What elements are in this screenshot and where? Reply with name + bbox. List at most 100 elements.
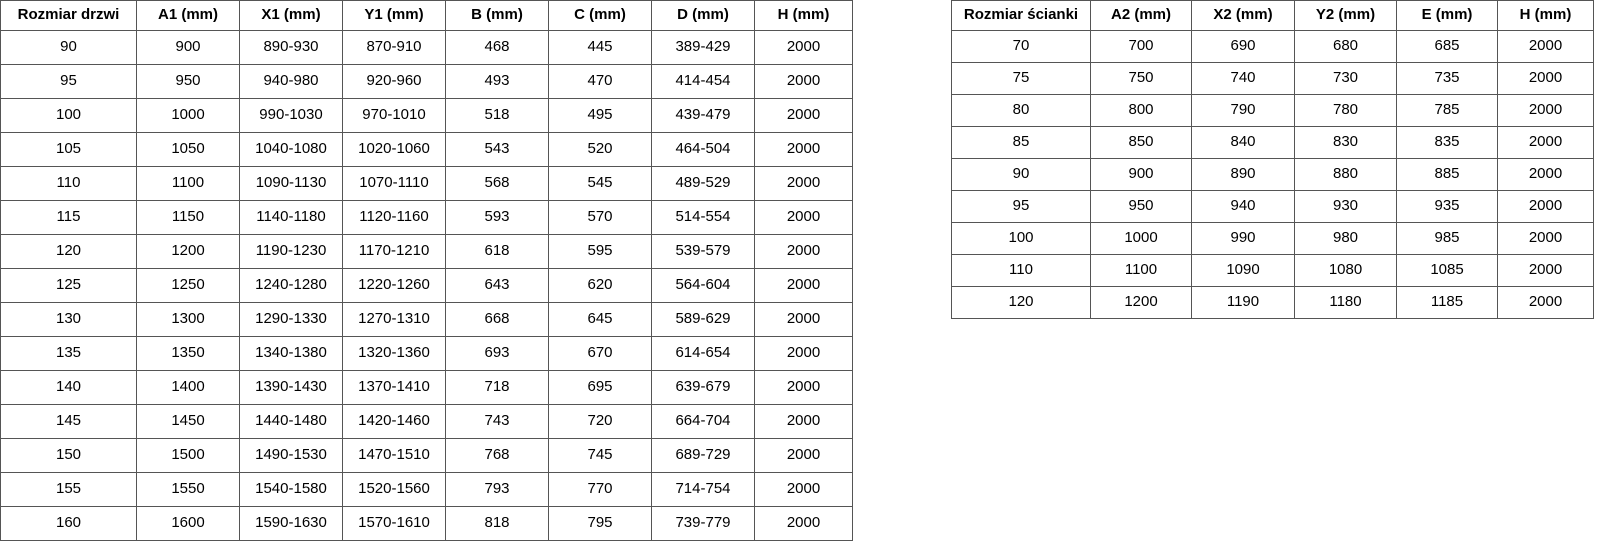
table-cell: 145 [0,404,137,439]
table-cell: 930 [1294,190,1397,223]
table-cell: 1020-1060 [342,132,446,167]
table-cell: 1600 [136,506,240,541]
table-cell: 790 [1191,94,1295,127]
table-cell: 1120-1160 [342,200,446,235]
table-cell: 2000 [754,200,853,235]
column-header: H (mm) [1497,0,1594,31]
table-cell: 900 [1090,158,1192,191]
table-row: 120 1200 1190-1230 1170-1210 618 595 539-579 20… [0,234,853,269]
table-cell: 1390-1430 [239,370,343,405]
door-dimensions-table: Rozmiar drzwi A1 (mm) X1 (mm) Y1 (mm) B (mm)… [0,0,853,541]
table-cell: 668 [445,302,549,337]
table-cell: 100 [0,98,137,133]
table-row: 80 800 790 780 785 2000 [951,94,1594,127]
table-row: 135 1350 1340-1380 1320-1360 693 670 614-654 20… [0,336,853,371]
table-cell: 880 [1294,158,1397,191]
table-cell: 835 [1396,126,1498,159]
table-body: 70 700 690 680 685 2000 75 750 740 730 735 2000 80 80… [951,30,1594,319]
table-cell: 900 [136,30,240,65]
table-row: 85 850 840 830 835 2000 [951,126,1594,159]
table-cell: 645 [548,302,652,337]
table-cell: 618 [445,234,549,269]
table-cell: 1290-1330 [239,302,343,337]
table-cell: 689-729 [651,438,755,473]
table-row: 130 1300 1290-1330 1270-1310 668 645 589-629 20… [0,302,853,337]
table-cell: 680 [1294,30,1397,63]
table-cell: 1200 [136,234,240,269]
table-cell: 1250 [136,268,240,303]
column-header: C (mm) [548,0,652,31]
table-row: 155 1550 1540-1580 1520-1560 793 770 714-754 20… [0,472,853,507]
table-cell: 780 [1294,94,1397,127]
table-cell: 95 [0,64,137,99]
table-cell: 135 [0,336,137,371]
table-cell: 2000 [754,336,853,371]
table-cell: 2000 [754,438,853,473]
table-cell: 639-679 [651,370,755,405]
table-cell: 539-579 [651,234,755,269]
table-cell: 830 [1294,126,1397,159]
table-row: 75 750 740 730 735 2000 [951,62,1594,95]
table-row: 95 950 940 930 935 2000 [951,190,1594,223]
table-cell: 155 [0,472,137,507]
table-cell: 1100 [1090,254,1192,287]
table-cell: 130 [0,302,137,337]
table-cell: 920-960 [342,64,446,99]
table-cell: 1170-1210 [342,234,446,269]
table-cell: 120 [0,234,137,269]
table-cell: 75 [951,62,1091,95]
table-cell: 595 [548,234,652,269]
table-cell: 1300 [136,302,240,337]
table-cell: 2000 [1497,222,1594,255]
table-cell: 695 [548,370,652,405]
table-cell: 720 [548,404,652,439]
table-cell: 100 [951,222,1091,255]
table-cell: 2000 [754,166,853,201]
table-cell: 2000 [1497,286,1594,319]
column-header: Y2 (mm) [1294,0,1397,31]
table-cell: 1350 [136,336,240,371]
table-cell: 743 [445,404,549,439]
table-cell: 614-654 [651,336,755,371]
table-cell: 1090 [1191,254,1295,287]
table-cell: 120 [951,286,1091,319]
table-cell: 470 [548,64,652,99]
table-row: 145 1450 1440-1480 1420-1460 743 720 664-704 20… [0,404,853,439]
table-cell: 1370-1410 [342,370,446,405]
table-cell: 95 [951,190,1091,223]
table-cell: 489-529 [651,166,755,201]
table-cell: 2000 [1497,254,1594,287]
table-cell: 739-779 [651,506,755,541]
table-cell: 543 [445,132,549,167]
table-row: 115 1150 1140-1180 1120-1160 593 570 514-554 20… [0,200,853,235]
table-row: 120 1200 1190 1180 1185 2000 [951,286,1594,319]
table-cell: 785 [1396,94,1498,127]
table-cell: 125 [0,268,137,303]
table-cell: 890-930 [239,30,343,65]
table-cell: 795 [548,506,652,541]
table-cell: 740 [1191,62,1295,95]
table-cell: 464-504 [651,132,755,167]
table-cell: 990 [1191,222,1295,255]
table-cell: 700 [1090,30,1192,63]
table-row: 105 1050 1040-1080 1020-1060 543 520 464-504 20… [0,132,853,167]
table-cell: 940-980 [239,64,343,99]
table-cell: 2000 [1497,190,1594,223]
table-cell: 670 [548,336,652,371]
table-cell: 1050 [136,132,240,167]
table-cell: 1090-1130 [239,166,343,201]
table-cell: 685 [1396,30,1498,63]
table-cell: 545 [548,166,652,201]
table-cell: 768 [445,438,549,473]
table-cell: 890 [1191,158,1295,191]
table-cell: 730 [1294,62,1397,95]
table-cell: 2000 [1497,158,1594,191]
table-cell: 70 [951,30,1091,63]
table-cell: 2000 [754,132,853,167]
table-cell: 593 [445,200,549,235]
table-cell: 1000 [136,98,240,133]
table-cell: 2000 [754,506,853,541]
table-cell: 885 [1396,158,1498,191]
table-cell: 1440-1480 [239,404,343,439]
table-row: 150 1500 1490-1530 1470-1510 768 745 689-729 20… [0,438,853,473]
